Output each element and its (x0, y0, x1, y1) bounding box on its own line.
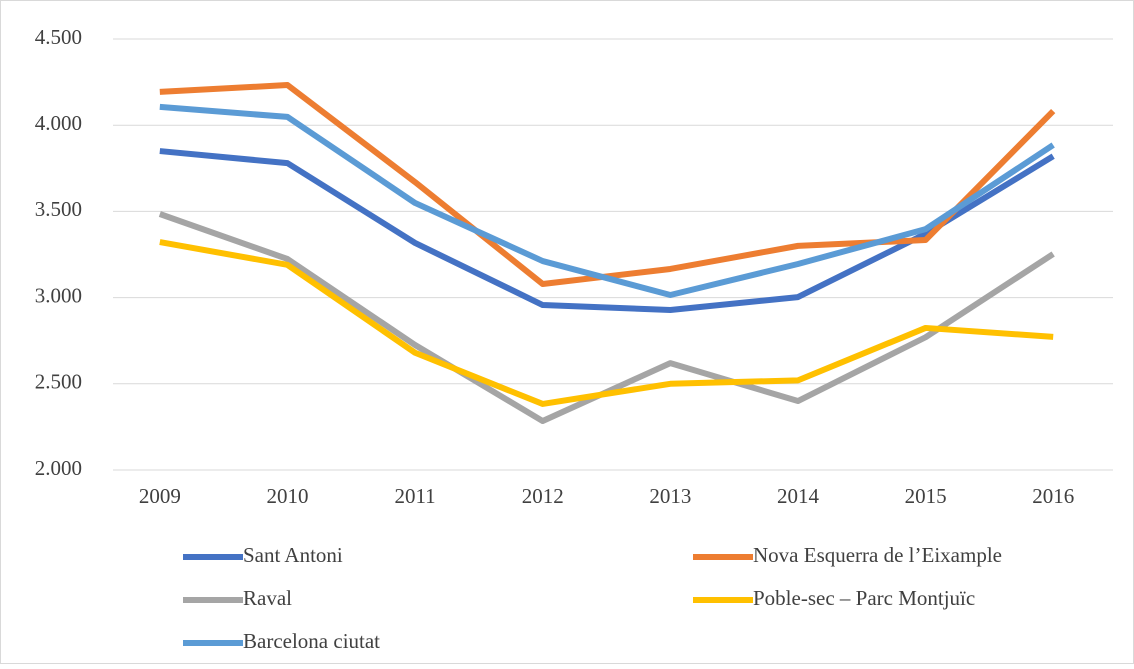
legend-label: Nova Esquerra de l’Eixample (753, 543, 1002, 567)
x-tick-label: 2016 (1032, 484, 1074, 508)
x-tick-label: 2009 (139, 484, 181, 508)
x-tick-label: 2014 (777, 484, 820, 508)
y-tick-label: 4.500 (35, 25, 82, 49)
series-line (159, 103, 1055, 299)
x-tick-label: 2015 (905, 484, 947, 508)
y-tick-label: 3.000 (35, 283, 82, 307)
y-tick-label: 3.500 (35, 197, 82, 221)
legend-label: Barcelona ciutat (243, 629, 380, 653)
legend-label: Raval (243, 586, 292, 610)
y-tick-label: 4.000 (35, 111, 82, 135)
y-tick-label: 2.500 (35, 370, 82, 394)
series-line (159, 148, 1055, 314)
x-tick-label: 2010 (266, 484, 308, 508)
x-tick-label: 2012 (522, 484, 564, 508)
legend-label: Poble-sec – Parc Montjuïc (753, 586, 975, 610)
series-line (159, 239, 1054, 407)
y-tick-label: 2.000 (35, 456, 82, 480)
x-tick-label: 2013 (649, 484, 691, 508)
x-tick-label: 2011 (394, 484, 435, 508)
legend-label: Sant Antoni (243, 543, 343, 567)
